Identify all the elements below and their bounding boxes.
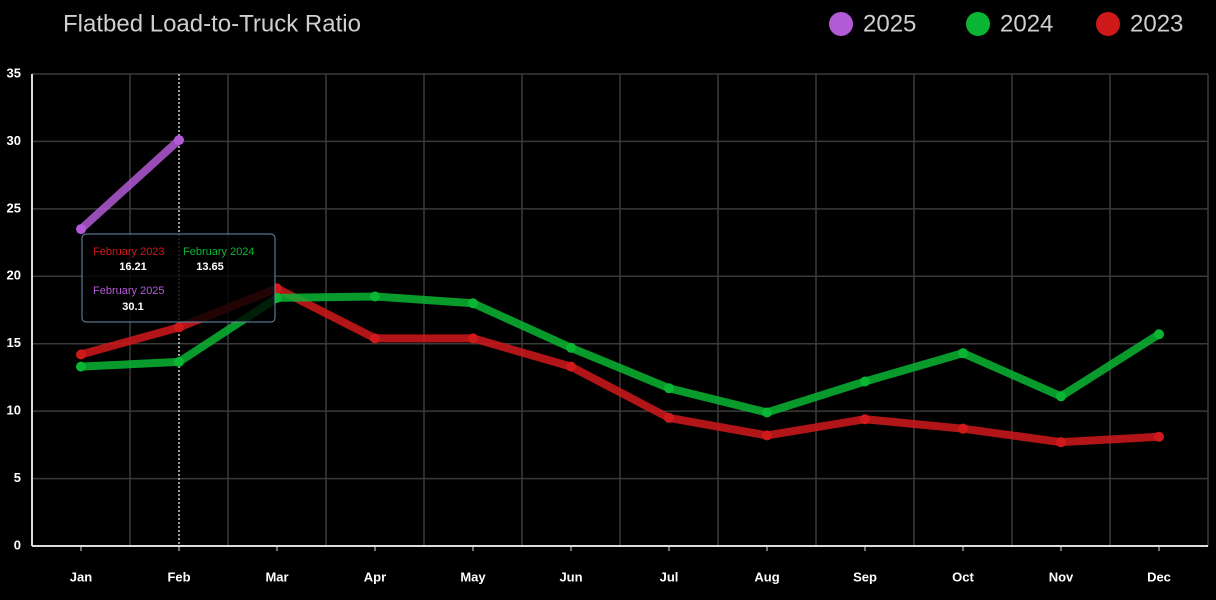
y-tick-label: 10 bbox=[7, 403, 21, 418]
x-tick-label: Dec bbox=[1147, 569, 1171, 584]
x-tick-label: Aug bbox=[754, 569, 779, 584]
point bbox=[958, 423, 968, 434]
legend-swatch bbox=[829, 12, 853, 36]
x-tick-label: Apr bbox=[364, 569, 386, 584]
x-tick-label: Jun bbox=[559, 569, 582, 584]
point bbox=[174, 356, 184, 367]
x-tick-label: Mar bbox=[265, 569, 288, 584]
series-line bbox=[77, 136, 183, 234]
point bbox=[468, 333, 478, 344]
x-tick-label: Nov bbox=[1049, 569, 1074, 584]
tooltip: February 2023 16.21 February 2024 13.65 Febr… bbox=[81, 233, 276, 323]
point bbox=[566, 361, 576, 372]
point bbox=[762, 430, 772, 441]
y-tick-label: 0 bbox=[14, 537, 21, 552]
legend-label: 2023 bbox=[1130, 10, 1183, 37]
y-tick-label: 15 bbox=[7, 335, 21, 350]
point bbox=[76, 349, 86, 360]
legend-label: 2024 bbox=[1000, 10, 1053, 37]
y-tick-label: 20 bbox=[7, 268, 21, 283]
point bbox=[370, 333, 380, 344]
point bbox=[370, 291, 380, 302]
y-tick-label: 30 bbox=[7, 133, 21, 148]
tooltip-value: 16.21 bbox=[119, 261, 147, 273]
tooltip-value: 30.1 bbox=[122, 301, 143, 313]
point bbox=[76, 361, 86, 372]
legend-label: 2025 bbox=[863, 10, 916, 37]
tooltip-label: February 2024 bbox=[183, 246, 255, 258]
x-tick-label: May bbox=[460, 569, 486, 584]
y-tick-label: 5 bbox=[14, 470, 21, 485]
point bbox=[468, 298, 478, 309]
point bbox=[1154, 329, 1164, 340]
point bbox=[664, 412, 674, 423]
tooltip-value: 13.65 bbox=[196, 261, 224, 273]
y-tick-label: 35 bbox=[7, 65, 21, 80]
x-tick-label: Jul bbox=[660, 569, 679, 584]
tooltip-label: February 2025 bbox=[93, 285, 165, 297]
x-tick-label: Feb bbox=[167, 569, 190, 584]
point bbox=[1154, 431, 1164, 442]
x-tick-label: Oct bbox=[952, 569, 974, 584]
point bbox=[76, 224, 86, 235]
tooltip-box bbox=[81, 233, 276, 323]
point bbox=[958, 348, 968, 359]
point bbox=[174, 135, 184, 146]
x-tick-label: Jan bbox=[70, 569, 92, 584]
point bbox=[1056, 391, 1066, 402]
chart-title: Flatbed Load-to-Truck Ratio bbox=[63, 10, 361, 37]
legend-swatch bbox=[966, 12, 990, 36]
point bbox=[566, 342, 576, 353]
point bbox=[664, 383, 674, 394]
point bbox=[860, 376, 870, 387]
point bbox=[860, 414, 870, 425]
x-tick-label: Sep bbox=[853, 569, 877, 584]
y-tick-label: 25 bbox=[7, 200, 21, 215]
point bbox=[1056, 437, 1066, 448]
tooltip-label: February 2023 bbox=[93, 246, 165, 258]
legend-swatch bbox=[1096, 12, 1120, 36]
point bbox=[174, 322, 184, 333]
point bbox=[762, 407, 772, 418]
